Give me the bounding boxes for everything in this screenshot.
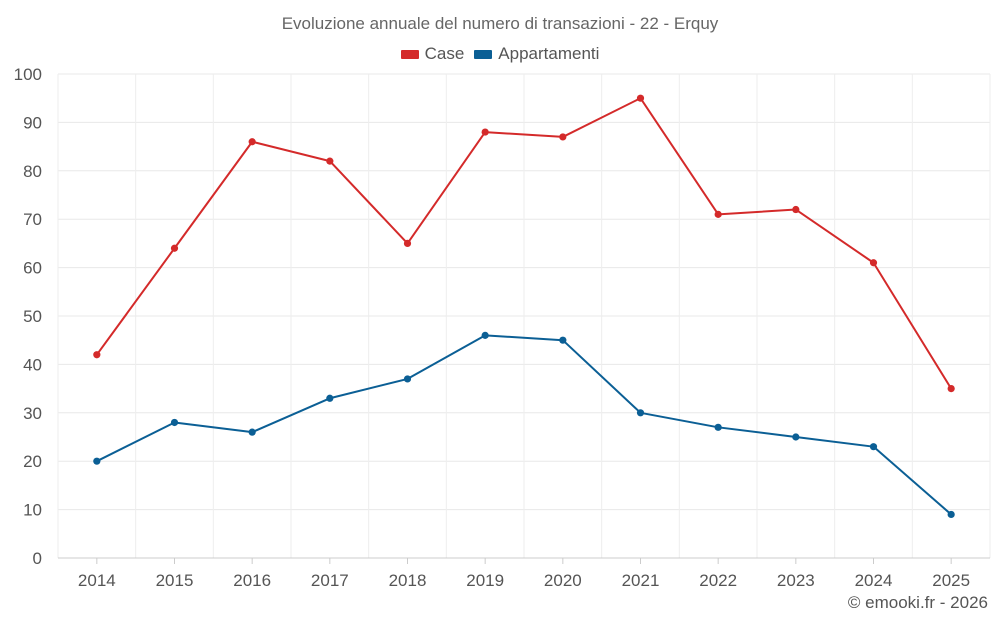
- y-tick-label: 30: [23, 404, 42, 423]
- x-tick-label: 2017: [311, 571, 349, 590]
- series-line-case: [96, 97, 953, 390]
- legend-swatch-appartamenti: [474, 49, 493, 59]
- y-tick-label: 40: [23, 355, 42, 374]
- data-point-case: [93, 351, 101, 359]
- data-point-case: [170, 244, 179, 252]
- data-point-appartamenti: [248, 428, 256, 436]
- data-point-appartamenti: [481, 331, 489, 339]
- data-point-case: [792, 205, 800, 214]
- y-tick-label: 20: [23, 452, 42, 471]
- y-tick-label: 70: [23, 210, 42, 229]
- data-point-appartamenti: [792, 433, 800, 441]
- data-point-case: [326, 157, 334, 165]
- data-point-appartamenti: [93, 457, 101, 465]
- x-tick-label: 2025: [932, 571, 970, 590]
- x-tick-label: 2022: [699, 571, 737, 590]
- x-tick-label: 2019: [466, 571, 504, 590]
- data-point-appartamenti: [170, 418, 179, 427]
- x-tick-label: 2021: [622, 571, 660, 590]
- legend-item-case[interactable]: Case: [400, 44, 465, 64]
- y-tick-label: 80: [23, 162, 42, 181]
- data-point-appartamenti: [403, 375, 412, 383]
- x-tick-label: 2018: [389, 571, 427, 590]
- data-point-case: [636, 94, 645, 102]
- data-point-appartamenti: [714, 423, 722, 431]
- y-tick-label: 50: [23, 307, 42, 326]
- data-point-appartamenti: [326, 394, 334, 402]
- footer-credit: © emooki.fr - 2026: [847, 593, 988, 612]
- legend-label-case: Case: [424, 44, 465, 63]
- chart-legend: Case Appartamenti: [0, 44, 1000, 64]
- y-tick-label: 10: [23, 501, 42, 520]
- legend-swatch-case: [400, 49, 419, 59]
- data-point-case: [481, 128, 489, 136]
- x-tick-label: 2016: [233, 571, 271, 590]
- data-point-appartamenti: [869, 443, 878, 451]
- data-point-case: [947, 385, 955, 393]
- data-point-case: [403, 239, 412, 247]
- data-point-case: [559, 133, 567, 141]
- series-line-appartamenti: [96, 334, 952, 516]
- legend-item-appartamenti[interactable]: Appartamenti: [474, 44, 599, 64]
- y-tick-label: 0: [33, 549, 42, 568]
- x-tick-label: 2023: [777, 571, 815, 590]
- y-tick-label: 90: [23, 113, 42, 132]
- legend-label-appartamenti: Appartamenti: [498, 44, 600, 63]
- data-point-appartamenti: [636, 409, 645, 417]
- y-tick-label: 60: [23, 259, 42, 278]
- x-tick-label: 2024: [855, 571, 893, 590]
- data-point-case: [714, 210, 722, 218]
- y-tick-label: 100: [14, 65, 42, 84]
- data-point-case: [869, 259, 878, 267]
- x-tick-label: 2020: [544, 571, 582, 590]
- data-point-case: [248, 138, 256, 146]
- x-tick-label: 2015: [156, 571, 194, 590]
- data-point-appartamenti: [559, 336, 567, 344]
- chart-title: Evoluzione annuale del numero di transaz…: [281, 14, 719, 33]
- data-point-appartamenti: [947, 510, 955, 519]
- x-tick-label: 2014: [78, 571, 116, 590]
